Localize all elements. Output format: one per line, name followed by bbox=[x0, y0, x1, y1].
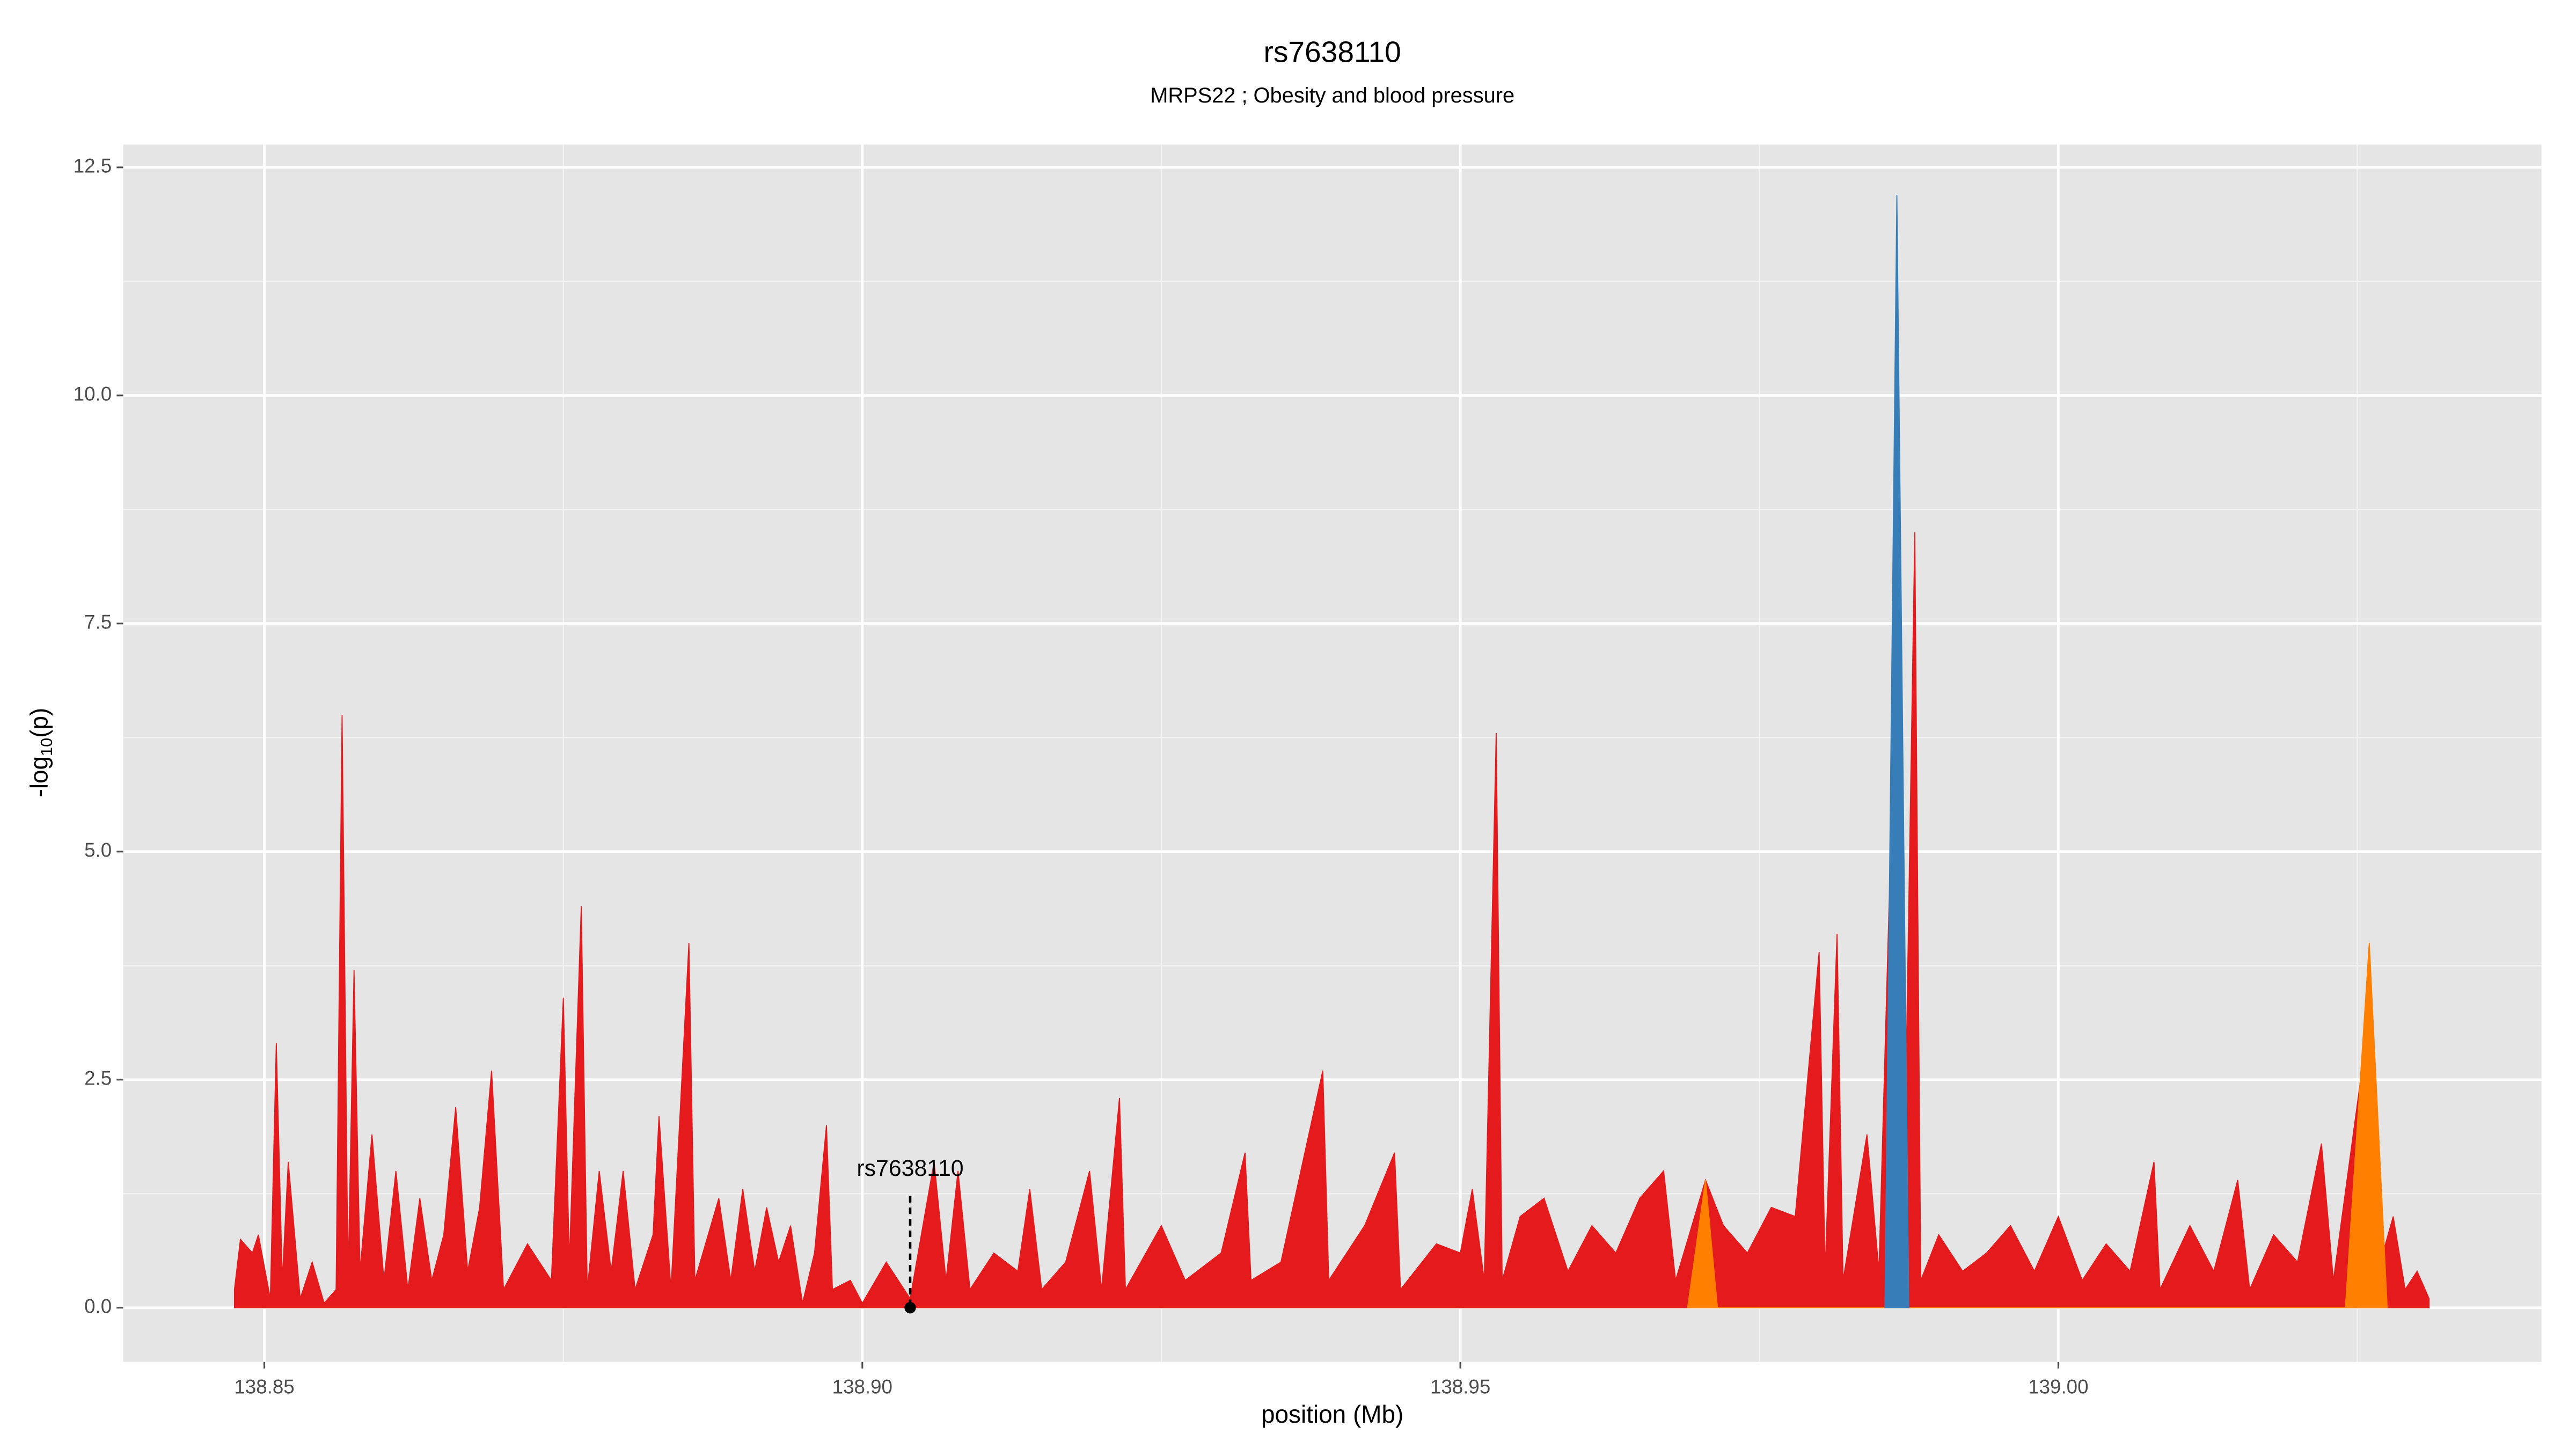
y-label-prefix: -log bbox=[25, 756, 53, 797]
x-tick-label: 138.90 bbox=[832, 1375, 892, 1397]
y-label-suffix: (p) bbox=[25, 708, 53, 738]
chart-subtitle: MRPS22 ; Obesity and blood pressure bbox=[1150, 84, 1514, 107]
area bbox=[1884, 194, 1909, 1308]
x-tick-label: 139.00 bbox=[2028, 1375, 2088, 1397]
area bbox=[1687, 942, 2388, 1308]
x-axis-label: position (Mb) bbox=[1261, 1400, 1403, 1428]
y-tick-label: 5.0 bbox=[84, 839, 112, 861]
y-tick-label: 0.0 bbox=[84, 1295, 112, 1317]
annotation-label: rs7638110 bbox=[857, 1155, 963, 1181]
y-label-sub: 10 bbox=[38, 738, 56, 756]
y-tick-label: 12.5 bbox=[74, 155, 112, 177]
y-tick-label: 10.0 bbox=[74, 383, 112, 405]
y-tick-label: 2.5 bbox=[84, 1067, 112, 1089]
area bbox=[233, 532, 2430, 1308]
y-axis-label: -log10(p) bbox=[25, 708, 56, 797]
annotation-point bbox=[904, 1302, 916, 1314]
x-tick-label: 138.85 bbox=[234, 1375, 294, 1397]
x-tick-label: 138.95 bbox=[1430, 1375, 1490, 1397]
y-tick-label: 7.5 bbox=[84, 611, 112, 633]
plot-panel bbox=[123, 144, 2542, 1362]
chart-title: rs7638110 bbox=[1264, 35, 1401, 69]
